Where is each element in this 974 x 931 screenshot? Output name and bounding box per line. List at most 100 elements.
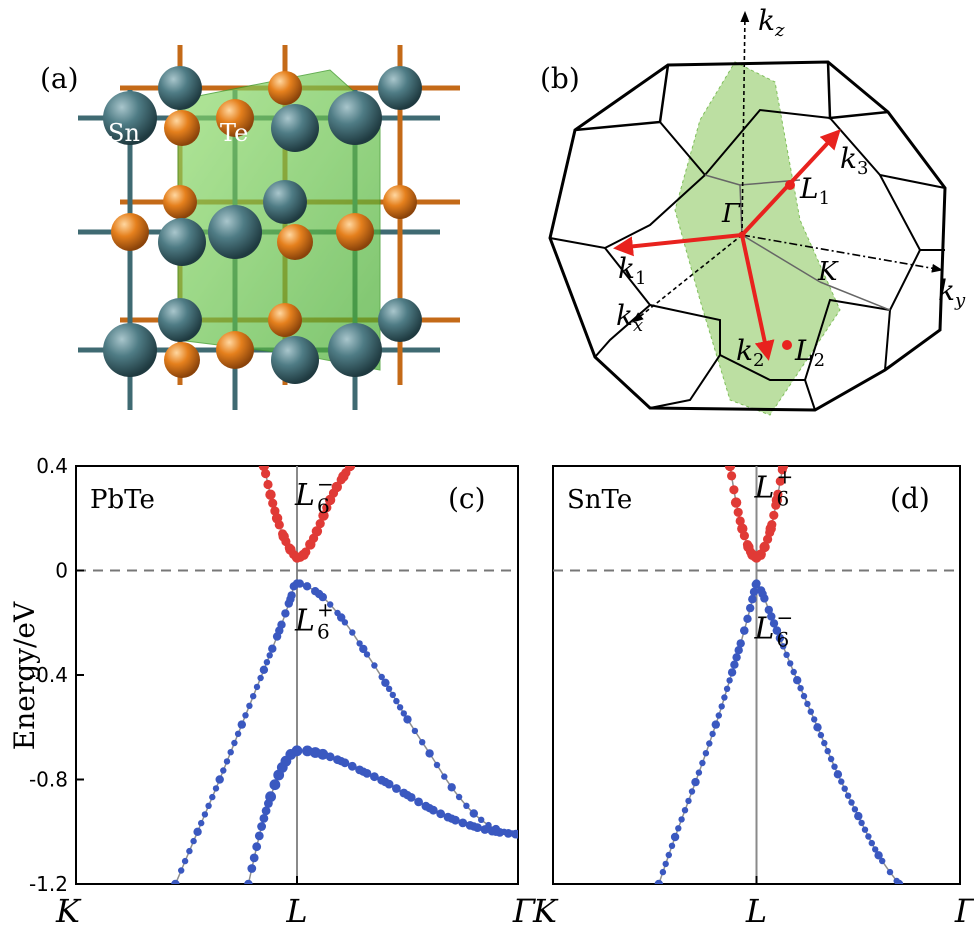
panel-d-band-data-point [894, 879, 904, 884]
kz-axis-label: kz [758, 4, 785, 41]
panel-c-band-point [503, 829, 513, 838]
te-atom [383, 185, 417, 219]
panel-c-band-point [441, 773, 448, 780]
te-atom [277, 224, 313, 260]
gamma-point [738, 231, 746, 239]
sn-atom [263, 180, 307, 224]
sn-atom [103, 91, 157, 145]
panel-c-band-point [356, 640, 363, 647]
panel-d-band-point [769, 510, 779, 520]
panel-d-state-label-sup: − [777, 605, 794, 629]
panel-c-band-data-point [281, 757, 291, 766]
l2-label: L2 [794, 334, 825, 371]
sn-atom [378, 298, 422, 342]
te-atom [268, 303, 302, 337]
panel-d-material-label: SnTe [567, 485, 632, 515]
panel-d-band-data-point [740, 626, 749, 635]
panel-d-band-point [746, 603, 755, 613]
panel-c-band-point [223, 758, 231, 765]
sn-atom [328, 323, 382, 377]
panel-c-xtick-label: Γ [512, 892, 537, 930]
panel-c-band-point [186, 847, 193, 855]
panel-d-band-point [726, 677, 733, 684]
panel-c-ytick-label: -0.4 [29, 663, 68, 687]
panel-d-band-point [827, 755, 835, 763]
panel-c-band-point [263, 659, 271, 666]
panel-d-band-point [817, 731, 825, 739]
band-panel-d: KLΓSnTe(d)L+6L−6 [532, 464, 974, 930]
panel-c-band-point [411, 727, 419, 735]
gamma-label: Γ [721, 199, 741, 229]
panel-c-band-point [363, 651, 371, 658]
panel-c-band-point [393, 697, 400, 705]
panel-d-band-point [659, 868, 667, 876]
k1-label: k1 [618, 252, 646, 289]
panel-d-band-data-point [711, 720, 720, 729]
panel-a-label: (a) [40, 62, 79, 95]
panel-c-band-point [392, 784, 401, 793]
kx-axis-label: kx [616, 299, 643, 336]
panel-d-band-point [678, 816, 685, 823]
panel-d-bands [654, 466, 904, 884]
panel-c-band-data-point [314, 749, 324, 758]
panel-d-band-point [844, 792, 852, 799]
bz-axes [632, 10, 944, 323]
panel-c-band-point [212, 785, 220, 792]
panel-c-band-point [261, 806, 271, 816]
te-atom [163, 185, 197, 219]
sn-atom [271, 104, 319, 152]
panel-c-band-point [266, 652, 273, 659]
panel-d-state-label-sup: + [777, 464, 794, 488]
panel-c-ytick-label: 0.4 [36, 454, 68, 478]
panel-d-band-point [727, 471, 737, 481]
bz-inner-lines [704, 174, 891, 311]
te-atom [216, 99, 254, 137]
sn-atom [208, 205, 262, 259]
panel-c-band-data-point [259, 665, 269, 674]
panel-c-xtick-label: L [285, 892, 307, 930]
panel-d-band-point [675, 825, 682, 832]
te-atom [216, 331, 254, 369]
panel-d-band-point [709, 730, 716, 738]
panel-c-band-point [201, 811, 209, 818]
panel-c-band-point [463, 802, 470, 809]
panel-d-band-point [872, 846, 879, 853]
panel-d-band-point [858, 819, 865, 827]
panel-c-band-data-point [403, 791, 412, 800]
panel-c-band-point [242, 712, 249, 719]
panel-c-band-data-point [337, 757, 346, 766]
panel-d-band-point [886, 868, 894, 876]
panel-c-band-point [227, 749, 234, 756]
panel-b-label: (b) [540, 62, 580, 95]
panel-d-band-point [681, 807, 689, 814]
panel-c-band-point [455, 793, 463, 801]
sn-atom [271, 336, 319, 384]
panel-d-band-point [715, 712, 722, 719]
panel-c-band-data-point [359, 644, 368, 654]
panel-c-band-data-point [270, 780, 280, 789]
panel-c-band-point [400, 710, 407, 717]
panel-c-band-data-point [403, 715, 412, 724]
panel-c-band-data-point [491, 827, 501, 836]
k2-vector [740, 234, 775, 361]
panel-d-band-data-point [758, 589, 767, 599]
panel-d-band-point [749, 587, 759, 597]
panel-c-band-data-point [271, 513, 283, 524]
panel-c-band-point [246, 702, 253, 709]
panel-d-band-data-point [748, 595, 757, 604]
k3-label: k3 [840, 142, 868, 179]
panel-c-band-point [370, 772, 379, 782]
panel-c-band-point [257, 674, 264, 682]
panel-d-band-data-point [691, 777, 700, 787]
panel-c-band-point [209, 793, 216, 801]
panel-d-band-data-point [752, 579, 761, 588]
panel-d-band-data-point [737, 523, 748, 534]
te-atom-label: Te [220, 119, 248, 147]
panel-d-band-data-point [765, 523, 776, 534]
panel-c-band-data-point [275, 626, 284, 635]
panel-d-band-data-point [793, 676, 802, 685]
panel-c-state-label-sub: 6 [317, 494, 330, 518]
panel-d-band-point [797, 685, 804, 692]
panel-d-band-point [831, 763, 838, 770]
l2-point [782, 340, 792, 350]
